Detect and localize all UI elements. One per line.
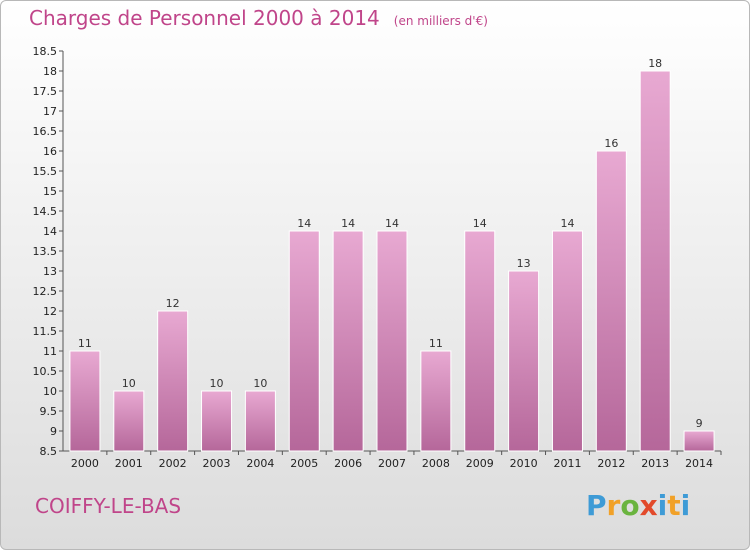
y-tick-label: 10 (43, 385, 57, 398)
axes: 8.5 9 9.5 10 10.5 11 11.5 12 12.5 13 13.5 14 14.5 15 1… (33, 45, 722, 470)
bar (595, 150, 627, 452)
x-tick-label: 2000 (71, 457, 99, 470)
data-label: 12 (166, 297, 180, 310)
data-labels: 11 10 12 10 10 14 14 14 11 14 13 14 16 18 9 (78, 57, 703, 430)
bar (464, 230, 496, 452)
bar (244, 390, 276, 452)
y-tick-label: 8.5 (40, 445, 58, 458)
y-tick-label: 9.5 (40, 405, 58, 418)
data-label: 14 (560, 217, 574, 230)
y-tick-label: 12.5 (33, 285, 58, 298)
logo-letter: t (667, 489, 681, 522)
y-tick-label: 15 (43, 185, 57, 198)
y-tick-label: 15.5 (33, 165, 58, 178)
bar (332, 230, 364, 452)
data-label: 13 (517, 257, 531, 270)
y-tick-label: 18 (43, 65, 57, 78)
bar (201, 390, 233, 452)
y-tick-label: 13.5 (33, 245, 58, 258)
x-tick-label: 2006 (334, 457, 362, 470)
x-tick-label: 2010 (510, 457, 538, 470)
bar (683, 430, 715, 452)
bar (551, 230, 583, 452)
y-tick-label: 10.5 (33, 365, 58, 378)
data-label: 10 (210, 377, 224, 390)
data-label: 16 (604, 137, 618, 150)
chart-unit: (en milliers d'€) (393, 14, 488, 28)
bar (288, 230, 320, 452)
data-label: 10 (122, 377, 136, 390)
chart-title: Charges de Personnel 2000 à 2014 (29, 6, 380, 30)
bars (69, 70, 715, 452)
data-label: 14 (341, 217, 355, 230)
y-tick-label: 17.5 (33, 85, 58, 98)
y-tick-label: 11.5 (33, 325, 58, 338)
x-tick-label: 2002 (159, 457, 187, 470)
logo-letter: o (620, 489, 640, 522)
x-tick-label: 2009 (466, 457, 494, 470)
bar (69, 350, 101, 452)
logo-letter: r (606, 489, 621, 522)
data-label: 11 (78, 337, 92, 350)
x-tick-label: 2012 (597, 457, 625, 470)
y-tick-label: 11 (43, 345, 57, 358)
x-tick-label: 2001 (115, 457, 143, 470)
bar (113, 390, 145, 452)
data-label: 14 (473, 217, 487, 230)
data-label: 9 (696, 417, 703, 430)
logo-letter: i (680, 489, 691, 522)
x-tick-label: 2011 (553, 457, 581, 470)
logo-letter: P (586, 489, 607, 522)
y-tick-label: 18.5 (33, 45, 58, 58)
commune-name: COIFFY-LE-BAS (35, 494, 182, 518)
bar (508, 270, 540, 452)
data-label: 14 (385, 217, 399, 230)
y-tick-label: 12 (43, 305, 57, 318)
title-line: Charges de Personnel 2000 à 2014 (en mill… (29, 6, 488, 30)
bar (420, 350, 452, 452)
y-tick-label: 16 (43, 145, 57, 158)
x-tick-label: 2007 (378, 457, 406, 470)
y-tick-label: 17 (43, 105, 57, 118)
logo-letter: i (657, 489, 668, 522)
bar (639, 70, 671, 452)
y-tick-label: 14 (43, 225, 57, 238)
x-tick-label: 2005 (290, 457, 318, 470)
proxiti-logo: Proxiti (586, 489, 690, 522)
y-tick-label: 16.5 (33, 125, 58, 138)
x-tick-label: 2014 (685, 457, 713, 470)
x-tick-label: 2003 (203, 457, 231, 470)
data-label: 10 (253, 377, 267, 390)
data-label: 14 (297, 217, 311, 230)
logo-letter: x (639, 489, 658, 522)
x-tick-label: 2004 (246, 457, 274, 470)
data-label: 18 (648, 57, 662, 70)
y-tick-label: 13 (43, 265, 57, 278)
x-tick-label: 2013 (641, 457, 669, 470)
y-tick-label: 9 (50, 425, 57, 438)
x-tick-label: 2008 (422, 457, 450, 470)
data-label: 11 (429, 337, 443, 350)
bar (157, 310, 189, 452)
y-tick-label: 14.5 (33, 205, 58, 218)
bar (376, 230, 408, 452)
